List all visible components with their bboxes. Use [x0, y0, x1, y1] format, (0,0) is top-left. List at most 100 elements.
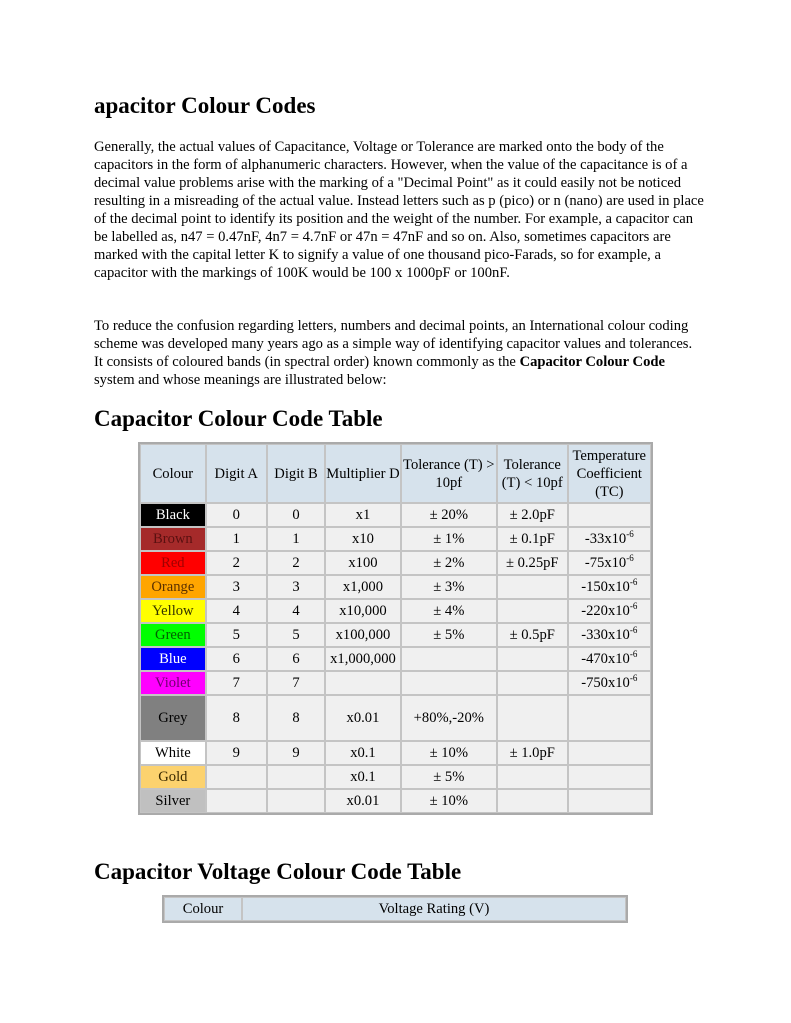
cell-tolerance-gt-10pf: [400, 671, 497, 695]
cell-digit-a: 7: [205, 671, 267, 695]
tc-value: -470x10: [581, 651, 630, 667]
cell-temp-coefficient: -330x10-6: [567, 623, 651, 647]
table-row: Violet 7 7 -750x10-6: [140, 671, 651, 695]
cell-digit-a: [205, 765, 267, 789]
table-header-row: Colour Voltage Rating (V): [164, 897, 626, 921]
cell-tolerance-gt-10pf: [400, 647, 497, 671]
cell-multiplier: x0.01: [325, 789, 401, 813]
cell-digit-a: 0: [205, 503, 267, 527]
cell-digit-a: [205, 789, 267, 813]
cell-tolerance-gt-10pf: ± 5%: [400, 765, 497, 789]
cell-multiplier: x100,000: [325, 623, 401, 647]
voltage-code-table: Colour Voltage Rating (V): [162, 895, 628, 923]
cell-tolerance-lt-10pf: [496, 575, 568, 599]
cell-multiplier: x0.01: [325, 695, 401, 741]
header-multiplier: Multiplier D: [325, 444, 401, 503]
cell-multiplier: x10,000: [325, 599, 401, 623]
header-temp-coefficient: Temperature Coefficient (TC): [567, 444, 651, 503]
tc-exponent: -6: [629, 649, 638, 659]
cell-multiplier: x1: [325, 503, 401, 527]
tc-value: -33x10: [584, 531, 627, 547]
colour-code-table: Colour Digit A Digit B Multiplier D Toleranc…: [138, 442, 653, 815]
cell-colour: Gold: [140, 765, 206, 789]
tc-value: -150x10: [581, 579, 630, 595]
table-row: Silver x0.01 ± 10%: [140, 789, 651, 813]
cell-temp-coefficient: [567, 789, 651, 813]
cell-tolerance-lt-10pf: [496, 599, 568, 623]
cell-digit-b: 9: [266, 741, 326, 765]
cell-tolerance-gt-10pf: ± 5%: [400, 623, 497, 647]
table-row: Red 2 2 x100 ± 2% ± 0.25pF -75x10-6: [140, 551, 651, 575]
tc-exponent: -6: [626, 553, 634, 563]
header-voltage-rating: Voltage Rating (V): [242, 897, 626, 921]
cell-temp-coefficient: -33x10-6: [567, 527, 651, 551]
cell-digit-b: 2: [266, 551, 326, 575]
cell-digit-a: 1: [205, 527, 267, 551]
cell-digit-a: 4: [205, 599, 267, 623]
cell-colour: Brown: [140, 527, 206, 551]
cell-tolerance-lt-10pf: ± 0.25pF: [496, 551, 568, 575]
cell-multiplier: x10: [325, 527, 401, 551]
cell-temp-coefficient: -150x10-6: [567, 575, 651, 599]
cell-digit-a: 2: [205, 551, 267, 575]
cell-tolerance-lt-10pf: ± 0.5pF: [496, 623, 568, 647]
table-row: Orange 3 3 x1,000 ± 3% -150x10-6: [140, 575, 651, 599]
cell-tolerance-lt-10pf: [496, 789, 568, 813]
cell-colour: Blue: [140, 647, 206, 671]
cell-tolerance-gt-10pf: ± 2%: [400, 551, 497, 575]
cell-tolerance-lt-10pf: ± 2.0pF: [496, 503, 568, 527]
cell-tolerance-lt-10pf: [496, 695, 568, 741]
paragraph-end: system and whose meanings are illustrate…: [94, 372, 387, 388]
cell-digit-b: [266, 765, 326, 789]
tc-exponent: -6: [629, 601, 638, 611]
cell-tolerance-gt-10pf: ± 4%: [400, 599, 497, 623]
table-row: Blue 6 6 x1,000,000 -470x10-6: [140, 647, 651, 671]
tc-exponent: -6: [629, 625, 638, 635]
cell-digit-a: 6: [205, 647, 267, 671]
paragraph-intro: Generally, the actual values of Capacita…: [94, 139, 704, 281]
page-title: apacitor Colour Codes: [94, 93, 316, 118]
table-row: Brown 1 1 x10 ± 1% ± 0.1pF -33x10-6: [140, 527, 651, 551]
header-tolerance-gt-10pf: Tolerance (T) > 10pf: [400, 444, 497, 503]
tc-exponent: -6: [629, 673, 638, 683]
cell-colour: Green: [140, 623, 206, 647]
cell-digit-b: 1: [266, 527, 326, 551]
header-digit-b: Digit B: [266, 444, 326, 503]
header-digit-a: Digit A: [205, 444, 267, 503]
cell-digit-b: 0: [266, 503, 326, 527]
cell-multiplier: x1,000: [325, 575, 401, 599]
cell-tolerance-gt-10pf: ± 1%: [400, 527, 497, 551]
cell-tolerance-lt-10pf: [496, 671, 568, 695]
table-row: Yellow 4 4 x10,000 ± 4% -220x10-6: [140, 599, 651, 623]
cell-multiplier: x1,000,000: [325, 647, 401, 671]
tc-exponent: -6: [626, 529, 634, 539]
cell-digit-a: 9: [205, 741, 267, 765]
cell-temp-coefficient: -750x10-6: [567, 671, 651, 695]
table-row: Grey 8 8 x0.01 +80%,-20%: [140, 695, 651, 741]
cell-colour: Silver: [140, 789, 206, 813]
tc-exponent: -6: [629, 577, 638, 587]
paragraph-bold-term: Capacitor Colour Code: [519, 354, 665, 370]
cell-multiplier: x0.1: [325, 741, 401, 765]
header-colour: Colour: [140, 444, 206, 503]
cell-temp-coefficient: -220x10-6: [567, 599, 651, 623]
cell-tolerance-gt-10pf: ± 10%: [400, 789, 497, 813]
cell-temp-coefficient: [567, 695, 651, 741]
header-tolerance-lt-10pf: Tolerance (T) < 10pf: [496, 444, 568, 503]
paragraph-text: To reduce the confusion regarding letter…: [94, 318, 693, 370]
cell-temp-coefficient: [567, 765, 651, 789]
cell-digit-b: 6: [266, 647, 326, 671]
cell-tolerance-lt-10pf: ± 1.0pF: [496, 741, 568, 765]
cell-digit-a: 5: [205, 623, 267, 647]
cell-colour: Grey: [140, 695, 206, 741]
cell-tolerance-gt-10pf: ± 10%: [400, 741, 497, 765]
tc-value: -220x10: [581, 603, 630, 619]
cell-temp-coefficient: [567, 503, 651, 527]
cell-digit-b: [266, 789, 326, 813]
cell-tolerance-lt-10pf: [496, 765, 568, 789]
cell-digit-b: 8: [266, 695, 326, 741]
tc-value: -75x10: [584, 555, 627, 571]
cell-digit-a: 3: [205, 575, 267, 599]
cell-digit-b: 5: [266, 623, 326, 647]
cell-digit-b: 7: [266, 671, 326, 695]
